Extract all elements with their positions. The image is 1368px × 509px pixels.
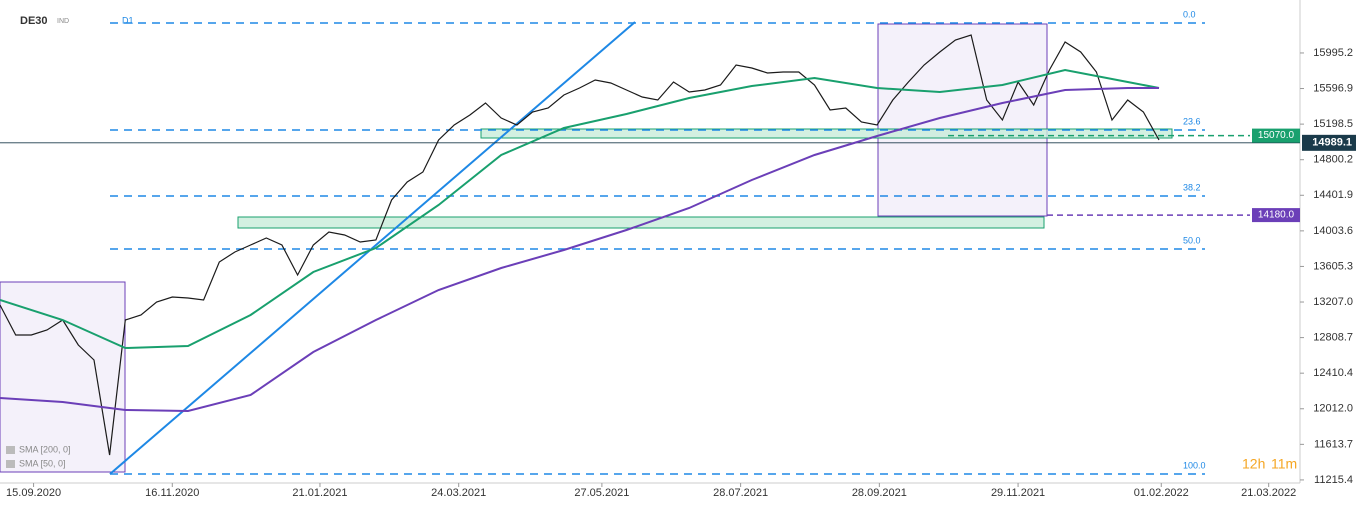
- sma-line: [0, 87, 1159, 413]
- x-tick-label: 24.03.2021: [431, 487, 486, 499]
- price-tag: [1252, 128, 1300, 143]
- y-tick-label: 13207.0: [1313, 296, 1353, 308]
- timeframe: D1: [122, 15, 134, 25]
- level-label: 0.0: [1183, 9, 1196, 19]
- y-tick-label: 15198.5: [1313, 118, 1353, 130]
- x-tick-label: 27.05.2021: [574, 487, 629, 499]
- y-tick-label: 14401.9: [1313, 189, 1353, 201]
- x-tick-label: 21.01.2021: [292, 487, 347, 499]
- y-tick-label: 11215.4: [1314, 474, 1353, 486]
- x-tick-label: 28.09.2021: [852, 487, 907, 499]
- x-tick-label: 21.03.2022: [1241, 487, 1296, 499]
- price-tag-label: 15070.0: [1258, 130, 1295, 141]
- last-price-label: 14989.1: [1312, 137, 1352, 149]
- x-tick-label: 29.11.2021: [991, 487, 1045, 499]
- support-zone: [237, 216, 1045, 229]
- last-price-tag: [1302, 134, 1356, 151]
- y-tick-label: 12410.4: [1313, 367, 1353, 379]
- level-label: 50.0: [1183, 235, 1201, 245]
- legend-label: SMA [200, 0]: [19, 444, 71, 454]
- y-tick-label: 14003.6: [1313, 225, 1353, 237]
- x-tick-label: 16.11.2020: [145, 487, 199, 499]
- y-tick-label: 13605.3: [1313, 260, 1353, 272]
- price-tag: [1252, 208, 1300, 223]
- level-label: 23.6: [1183, 116, 1201, 126]
- zone-box: [877, 23, 1048, 217]
- symbol-type: IND: [57, 18, 69, 25]
- price-tag-label: 14180.0: [1258, 210, 1295, 221]
- y-tick-label: 15596.9: [1313, 82, 1353, 94]
- level-label: 38.2: [1183, 182, 1201, 192]
- legend-icon: [6, 460, 15, 468]
- level-label: 100.0: [1183, 460, 1206, 470]
- y-tick-label: 11613.7: [1314, 438, 1353, 450]
- zone-box: [0, 281, 126, 473]
- y-tick-label: 14800.2: [1313, 154, 1353, 166]
- y-tick-label: 12808.7: [1313, 332, 1353, 344]
- legend-label: SMA [50, 0]: [19, 458, 66, 468]
- x-tick-label: 01.02.2022: [1134, 487, 1189, 499]
- legend-icon: [6, 446, 15, 454]
- x-tick-label: 28.07.2021: [713, 487, 768, 499]
- symbol: DE30: [20, 15, 48, 27]
- trend-line: [109, 21, 636, 475]
- support-zone: [480, 128, 1173, 139]
- y-tick-label: 15995.2: [1313, 47, 1353, 59]
- price-line: [0, 34, 1160, 456]
- timer-minutes: 11m: [1271, 456, 1297, 472]
- y-tick-label: 12012.0: [1313, 403, 1353, 415]
- timer-hours: 12h: [1242, 456, 1265, 472]
- sma-line: [0, 68, 1160, 350]
- x-tick-label: 15.09.2020: [6, 487, 61, 499]
